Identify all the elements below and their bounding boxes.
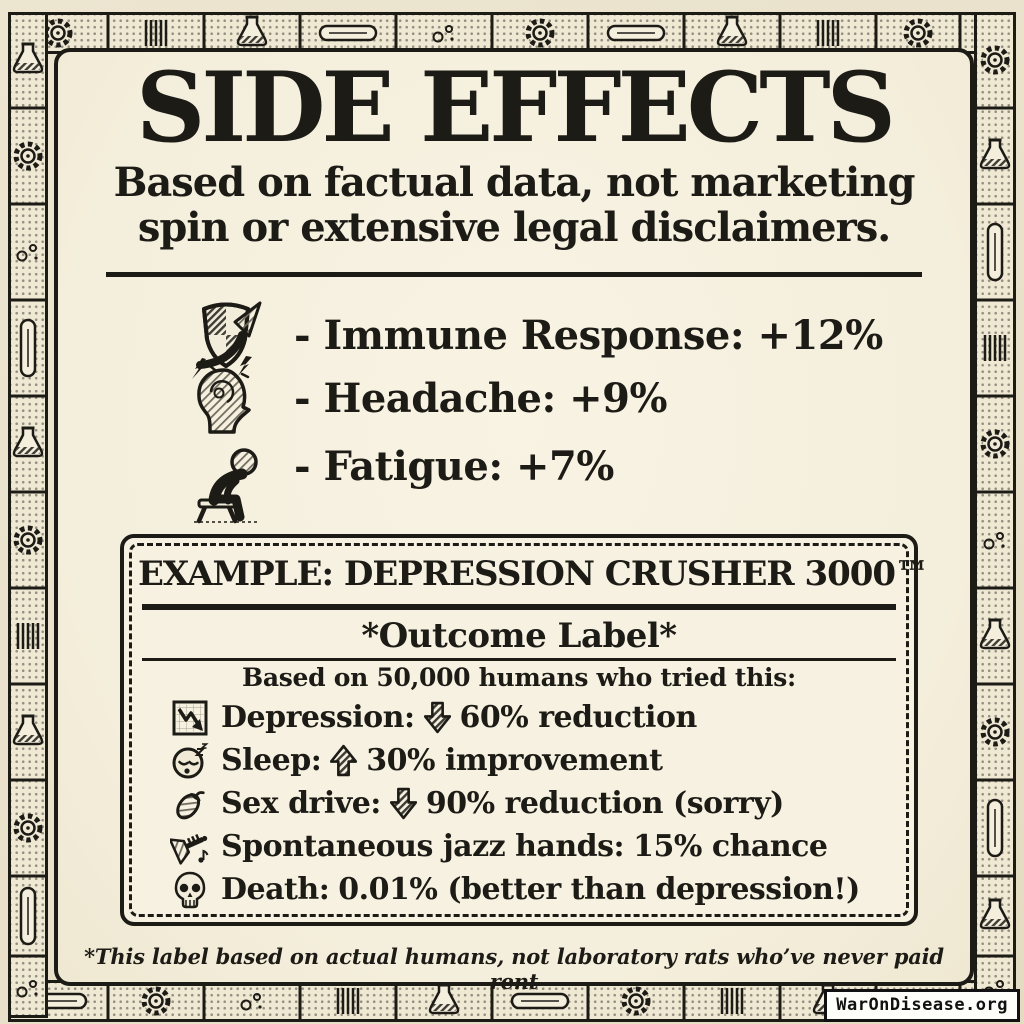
outcome-row: Sleep: 30% improvement [168, 739, 896, 782]
trumpet-icon [168, 829, 212, 865]
side-effect-label: - Immune Response: +12% [294, 311, 883, 359]
subtitle-line-2: spin or extensive legal disclaimers. [137, 204, 891, 252]
footnote: *This label based on actual humans, not … [84, 944, 944, 994]
outcome-row: Sex drive: 90% reduction (sorry) [168, 782, 896, 825]
example-box-dashed-border [129, 543, 909, 917]
shield-arrow-icon [162, 297, 290, 373]
outcome-result: 0.01% (better than depression!) [338, 872, 860, 907]
outcome-row: Depression: 60% reduction [168, 696, 896, 739]
outcome-row: Death: 0.01% (better than depression!) [168, 868, 896, 911]
skull-icon [168, 871, 212, 909]
main-panel: SIDE EFFECTS Based on factual data, not … [54, 48, 974, 994]
section-divider [106, 272, 922, 277]
decorative-border-left [8, 12, 48, 1018]
decorative-border-top [8, 12, 1016, 54]
example-heading: EXAMPLE: DEPRESSION CRUSHER 3000™ [138, 554, 929, 594]
thick-rule [142, 604, 896, 610]
sleeping-face-icon [168, 742, 212, 779]
side-effect-row: - Fatigue: +7% [162, 426, 614, 524]
fatigue-person-icon [162, 426, 290, 524]
page-title: SIDE EFFECTS [136, 51, 896, 164]
side-effect-row: - Immune Response: +12% [162, 296, 883, 374]
outcome-result: 60% reduction [459, 700, 698, 735]
outcome-result: 30% improvement [366, 743, 663, 778]
subtitle: Based on factual data, not marketing spi… [58, 159, 970, 252]
up-arrow-icon [330, 744, 358, 777]
down-arrow-icon [423, 701, 451, 734]
outcome-label-title: *Outcome Label* [361, 616, 677, 656]
sample-basis: Based on 50,000 humans who tried this: [242, 663, 796, 692]
outcome-row: Spontaneous jazz hands: 15% chance [168, 825, 896, 868]
eggplant-icon [168, 786, 212, 822]
decorative-border-right [974, 12, 1016, 1018]
subtitle-line-1: Based on factual data, not marketing [113, 159, 916, 206]
outcome-name: Spontaneous jazz hands: [221, 829, 625, 864]
declining-chart-icon [168, 700, 212, 736]
outcome-list: Depression: 60% reduction [168, 696, 896, 911]
headache-head-icon [162, 352, 290, 444]
thin-rule [142, 658, 896, 661]
outcome-name: Sleep: [221, 743, 322, 778]
side-effect-label: - Fatigue: +7% [294, 442, 614, 490]
side-effect-label: - Headache: +9% [294, 374, 668, 422]
outcome-result: 90% reduction (sorry) [425, 786, 785, 821]
side-effect-row: - Headache: +9% [162, 352, 668, 444]
outcome-name: Death: [221, 872, 330, 907]
outcome-name: Sex drive: [221, 786, 381, 821]
down-arrow-icon [389, 787, 417, 820]
outcome-result: 15% chance [633, 829, 828, 864]
outcome-name: Depression: [221, 700, 415, 735]
site-watermark: WarOnDisease.org [824, 989, 1020, 1022]
example-box: EXAMPLE: DEPRESSION CRUSHER 3000™ *Outco… [120, 534, 929, 926]
